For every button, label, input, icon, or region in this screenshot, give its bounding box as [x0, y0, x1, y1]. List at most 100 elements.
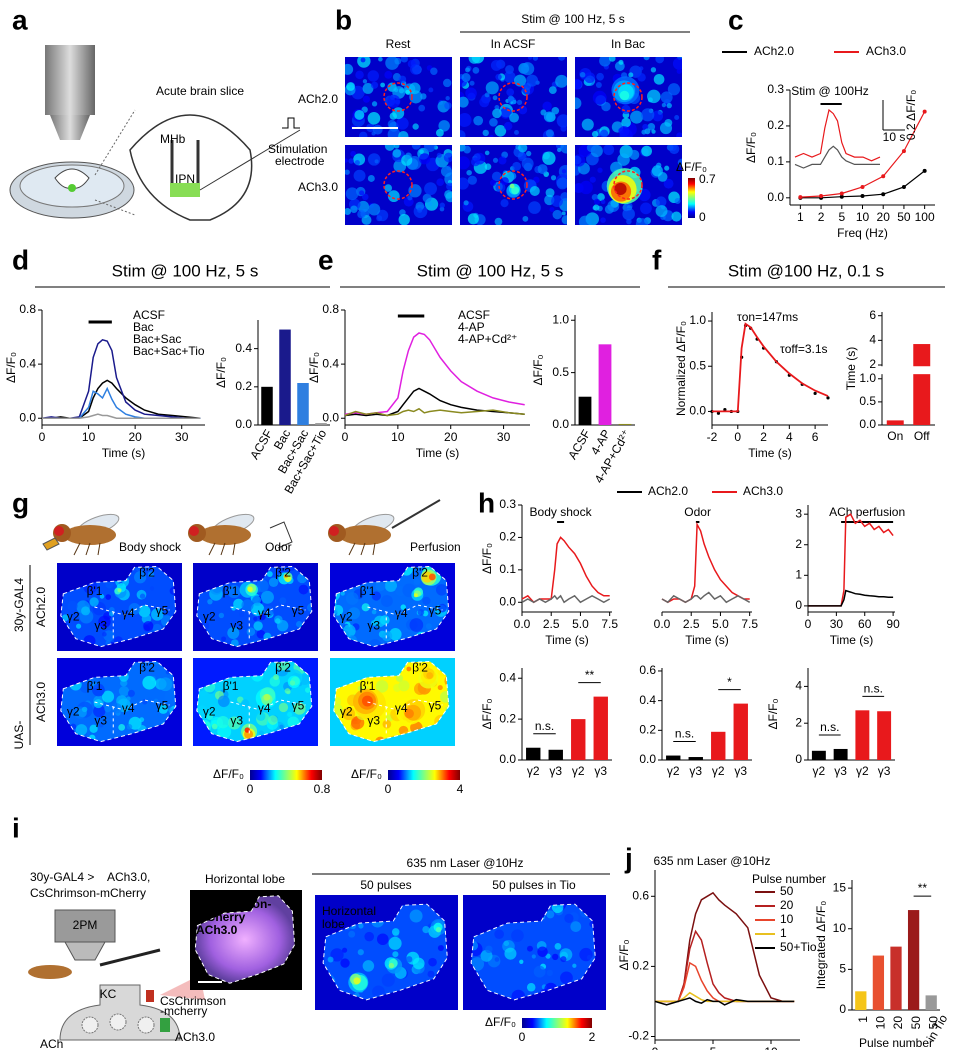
speckle: [437, 685, 443, 691]
hotspot: [507, 95, 515, 102]
label: MHb: [160, 132, 186, 146]
lobe-outline: [194, 895, 296, 984]
region-label: γ4: [258, 701, 271, 715]
speckle: [460, 130, 466, 137]
speckle: [350, 205, 358, 214]
speckle: [491, 171, 502, 182]
label: mCherry: [196, 910, 246, 924]
region-label: γ2: [340, 705, 353, 719]
bar: [733, 703, 748, 760]
column-label: Rest: [386, 37, 411, 51]
speckle: [545, 188, 555, 198]
legend-entry: 4-AP: [458, 320, 485, 334]
speckle: [268, 577, 279, 588]
speckle: [561, 169, 567, 174]
stimulus-label: Odor: [684, 505, 711, 519]
speckle: [589, 176, 596, 183]
y-tick-label: 0: [839, 1002, 846, 1016]
speckle: [543, 111, 555, 123]
opsin: [146, 990, 154, 1002]
region-label: γ3: [367, 619, 380, 633]
y-tick-label: 0.4: [639, 693, 656, 707]
speckle: [597, 193, 605, 202]
label: ACh3.0: [175, 1030, 215, 1044]
speckle: [498, 156, 507, 165]
speckle: [460, 113, 472, 127]
speckle: [380, 595, 393, 607]
speckle: [415, 201, 425, 211]
y-tick-label: 1.0: [552, 312, 569, 326]
panel-letter: i: [12, 812, 20, 843]
speckle: [149, 586, 155, 591]
speckle: [79, 680, 92, 693]
speckle: [549, 207, 555, 212]
speckle: [276, 620, 289, 632]
colorbar-tick: 4: [457, 782, 464, 796]
speckle: [560, 192, 567, 201]
speckle: [99, 594, 105, 599]
speckle: [651, 165, 663, 177]
speckle: [676, 68, 682, 74]
y-axis-label: ΔF/F₀: [766, 698, 780, 729]
speckle: [375, 680, 389, 693]
speckle: [345, 63, 354, 75]
speckle: [241, 599, 254, 612]
legend-entry: Bac: [133, 320, 154, 334]
speckle: [372, 124, 383, 135]
speckle: [425, 623, 432, 630]
y-tick-label: 1.0: [689, 313, 706, 327]
speckle: [279, 724, 284, 730]
region-outline: [94, 604, 170, 642]
speckle: [440, 691, 449, 703]
vesicle: [81, 1016, 99, 1034]
speckle: [556, 114, 567, 128]
colorbar-tick: 0: [247, 782, 254, 796]
speckle: [102, 632, 107, 637]
y-axis-label: Integrated ΔF/F₀: [814, 901, 828, 989]
y-tick-label: 0.8: [322, 302, 339, 316]
speckle: [206, 713, 214, 720]
speckle: [550, 175, 557, 181]
speckle: [461, 73, 471, 83]
y-tick-label: 0.0: [499, 594, 516, 608]
speckle: [506, 88, 515, 97]
speckle: [440, 165, 452, 177]
microscope: [54, 909, 116, 943]
y-axis-label: ΔF/F₀: [480, 543, 494, 574]
speckle: [548, 86, 557, 95]
speckle: [275, 661, 290, 671]
speckle: [361, 603, 370, 612]
region-label: γ2: [340, 610, 353, 624]
series-line: [661, 521, 750, 604]
fly-eye: [54, 526, 64, 536]
legend-entry: ACh2.0: [754, 44, 794, 58]
speckle: [211, 723, 218, 730]
y-tick-label: 0.2: [639, 722, 656, 736]
y-tick-label: 10: [833, 921, 847, 935]
speckle: [412, 123, 419, 130]
speckle: [671, 211, 682, 222]
speckle: [650, 67, 657, 73]
speckle: [411, 145, 421, 150]
speckle: [340, 591, 345, 596]
y-tick-label: -0.2: [628, 1029, 649, 1043]
speckle: [443, 152, 452, 163]
speckle: [108, 611, 114, 617]
hotspot: [428, 573, 436, 581]
vesicle: [109, 1013, 127, 1031]
legend-entry: ACh2.0: [648, 484, 688, 498]
speckle: [473, 115, 484, 126]
speckle: [362, 83, 374, 94]
y-tick-label: 0: [795, 752, 802, 766]
speckle: [412, 957, 425, 970]
y-tick-label: 1.0: [859, 371, 876, 385]
label: 30y-GAL4: [12, 578, 26, 632]
fly-leg: [85, 542, 91, 556]
speckle: [409, 82, 421, 95]
speckle: [345, 169, 350, 175]
x-tick-label: 20: [128, 430, 142, 444]
y-axis-label: ΔF/F₀: [617, 939, 631, 970]
fly-leg: [360, 542, 366, 556]
speckle: [617, 153, 630, 166]
y-tick-label: 0: [795, 598, 802, 612]
